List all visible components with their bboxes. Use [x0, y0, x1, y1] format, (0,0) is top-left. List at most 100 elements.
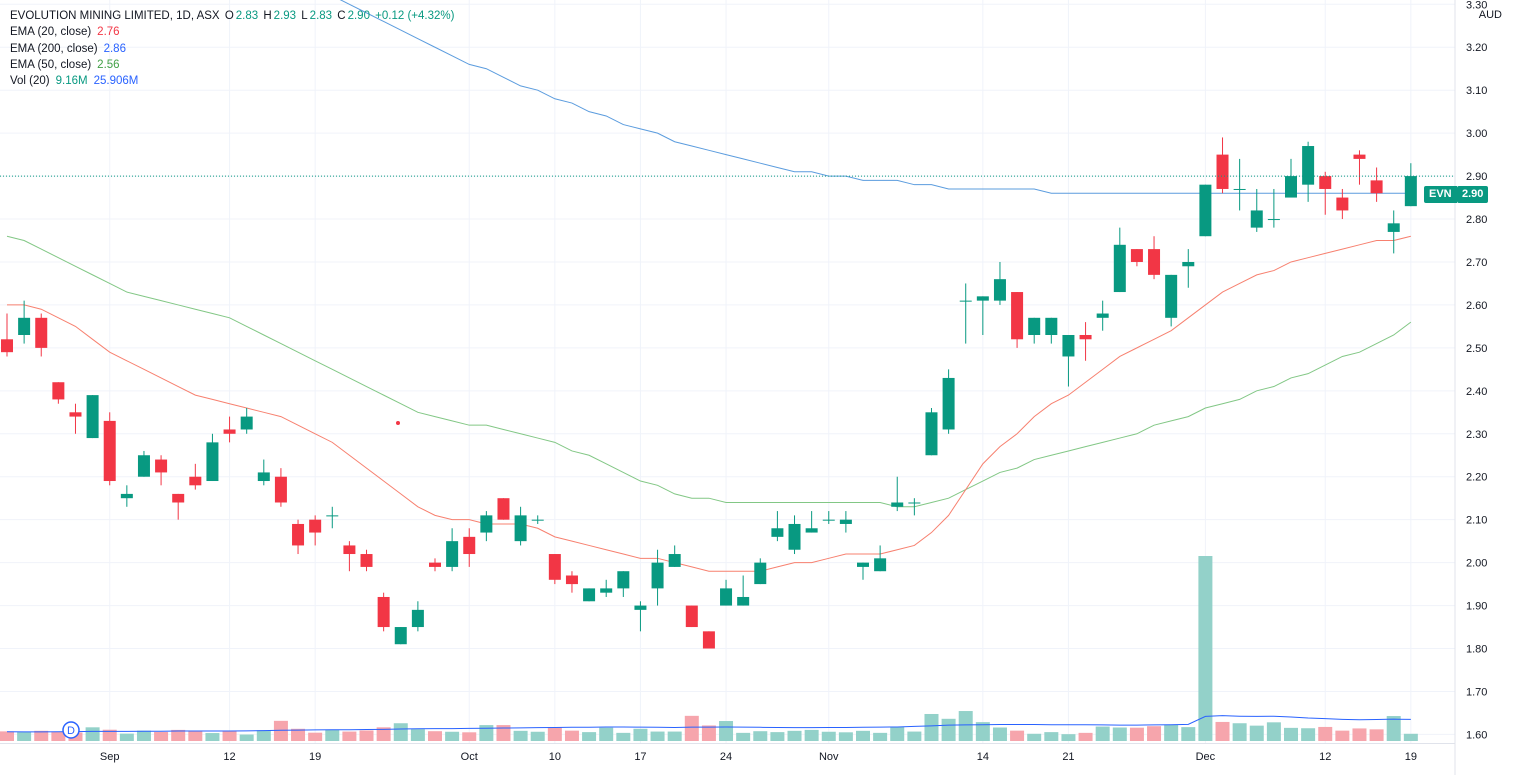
volume-bar: [530, 731, 545, 741]
grid: [0, 0, 1455, 743]
currency-label[interactable]: AUD: [1478, 9, 1502, 21]
y-tick-label: 2.40: [1466, 386, 1487, 398]
volume-bar: [342, 731, 357, 741]
indicator-value-ma: 25.906M: [93, 75, 139, 88]
candle: [137, 450, 150, 477]
candle-body: [223, 429, 236, 434]
candle-body: [617, 571, 630, 589]
y-tick-label: 2.20: [1466, 472, 1487, 484]
candle: [343, 541, 356, 572]
candle: [668, 545, 681, 567]
candle-body: [18, 317, 31, 335]
volume-bar: [616, 732, 631, 741]
volume-ma-line: [6, 715, 1411, 733]
volume-bar: [599, 727, 614, 741]
candle: [565, 571, 578, 593]
candle-body: [326, 515, 339, 517]
candle: [514, 506, 527, 546]
volume-bar: [171, 729, 186, 741]
indicator-volume[interactable]: Vol (20) 9.16M 25.906M: [10, 73, 456, 89]
candle: [172, 493, 185, 520]
candle: [651, 549, 664, 606]
high-value: 2.93: [273, 10, 297, 22]
candle-body: [35, 317, 48, 348]
candle-body: [1199, 184, 1212, 237]
volume-bars: [0, 556, 1418, 741]
candle: [292, 519, 305, 555]
indicator-label: Vol (20): [10, 75, 50, 88]
candle: [976, 296, 989, 335]
candle: [1250, 188, 1263, 232]
x-tick-label: Nov: [819, 751, 839, 763]
indicator-label: EMA (200, close): [10, 42, 98, 55]
volume-bar: [650, 731, 665, 741]
volume-bar: [1027, 733, 1042, 741]
indicator-ema200[interactable]: EMA (200, close) 2.86: [10, 41, 456, 57]
volume-bar: [975, 722, 990, 741]
volume-bar: [1010, 730, 1025, 741]
ticker-tag: EVN: [1424, 186, 1457, 203]
symbol-header[interactable]: EVOLUTION MINING LIMITED, 1D, ASX O 2.83 …: [10, 8, 456, 24]
volume-bar: [1147, 726, 1162, 741]
volume-bar: [462, 732, 477, 741]
volume-bar: [256, 730, 271, 741]
candle: [206, 433, 219, 482]
x-tick-label: 19: [1405, 751, 1417, 763]
candle-body: [1148, 249, 1161, 275]
volume-bar: [1403, 733, 1418, 741]
candle: [908, 498, 921, 516]
candle: [1028, 317, 1041, 344]
candle-body: [1028, 317, 1041, 335]
candle: [1, 313, 13, 357]
volume-bar: [890, 726, 905, 741]
candle: [86, 395, 99, 439]
volume-bar: [1129, 727, 1144, 741]
volume-ma: [6, 715, 1411, 733]
volume-bar: [701, 725, 716, 741]
candle-body: [720, 588, 733, 606]
volume-bar: [753, 731, 768, 741]
volume-bar: [410, 729, 425, 741]
volume-bar: [719, 721, 734, 741]
candle: [497, 498, 510, 520]
close-label: C: [337, 10, 346, 22]
indicator-label: EMA (20, close): [10, 26, 92, 39]
candle: [959, 283, 972, 344]
open-value: 2.83: [235, 10, 259, 22]
candle: [583, 588, 596, 602]
volume-bar: [1198, 556, 1213, 741]
candle: [240, 408, 253, 434]
x-tick-label: 19: [309, 751, 321, 763]
volume-bar: [222, 730, 237, 741]
ema50-line: [6, 235, 1412, 508]
candle: [531, 515, 544, 524]
y-tick-label: 2.60: [1466, 300, 1487, 312]
x-tick-label: 17: [634, 751, 646, 763]
volume-bar: [873, 732, 888, 741]
volume-bar: [17, 732, 32, 741]
y-tick-label: 2.10: [1466, 515, 1487, 527]
candle: [155, 455, 168, 486]
x-tick-label: 24: [720, 751, 732, 763]
symbol-name[interactable]: EVOLUTION MINING LIMITED, 1D, ASX: [10, 10, 220, 22]
candle-body: [292, 523, 305, 546]
candle-body: [737, 596, 750, 606]
candle: [446, 528, 459, 572]
candle-body: [497, 498, 510, 520]
candle: [1148, 236, 1161, 280]
indicator-ema50[interactable]: EMA (50, close) 2.56: [10, 57, 456, 73]
volume-bar: [359, 730, 374, 741]
candle: [18, 300, 31, 344]
candle-body: [874, 558, 887, 572]
indicator-ema20[interactable]: EMA (20, close) 2.76: [10, 24, 456, 40]
candle-body: [257, 472, 270, 482]
candle-body: [514, 515, 527, 542]
candle-body: [360, 554, 373, 567]
volume-bar: [393, 723, 408, 741]
volume-bar: [1078, 732, 1093, 741]
volume-bar: [291, 728, 306, 741]
candle-body: [52, 382, 65, 400]
candle-body: [1165, 274, 1178, 318]
